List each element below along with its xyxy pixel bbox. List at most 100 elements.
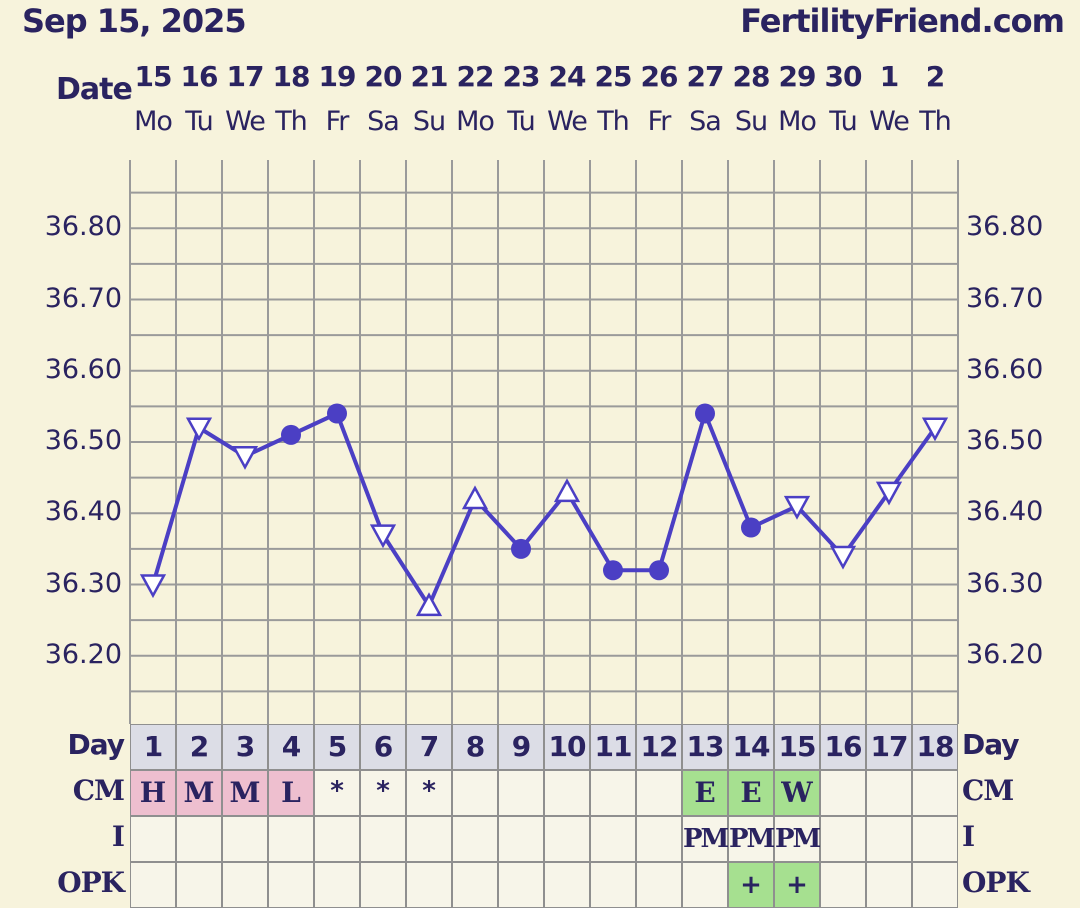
opk-cell[interactable]: + xyxy=(774,862,820,908)
weekday-label: Tu xyxy=(185,106,214,137)
opk-cell[interactable] xyxy=(222,862,268,908)
opk-cell[interactable] xyxy=(314,862,360,908)
cm-cell[interactable] xyxy=(590,770,636,816)
cm-cell[interactable]: M xyxy=(222,770,268,816)
cm-cell[interactable]: * xyxy=(314,770,360,816)
intercourse-cell[interactable] xyxy=(176,816,222,862)
day-cell[interactable]: 9 xyxy=(498,724,544,770)
y-tick-label-right: 36.70 xyxy=(966,282,1044,314)
y-tick-label-left: 36.70 xyxy=(44,282,122,314)
chart-date: Sep 15, 2025 xyxy=(22,2,247,40)
cm-cell[interactable]: L xyxy=(268,770,314,816)
day-cell[interactable]: 8 xyxy=(452,724,498,770)
weekday-label: Mo xyxy=(456,106,495,137)
opk-cell[interactable] xyxy=(590,862,636,908)
cm-cell[interactable] xyxy=(452,770,498,816)
date-number: 24 xyxy=(548,60,587,93)
intercourse-row-label-right: I xyxy=(962,820,975,853)
opk-cell[interactable] xyxy=(912,862,958,908)
intercourse-cell[interactable] xyxy=(268,816,314,862)
intercourse-cell[interactable] xyxy=(820,816,866,862)
opk-cell[interactable] xyxy=(176,862,222,908)
day-cell[interactable]: 2 xyxy=(176,724,222,770)
day-cell[interactable]: 11 xyxy=(590,724,636,770)
intercourse-cell[interactable] xyxy=(498,816,544,862)
date-number: 21 xyxy=(410,60,449,93)
day-cell[interactable]: 16 xyxy=(820,724,866,770)
temperature-point xyxy=(281,424,301,445)
opk-cell[interactable] xyxy=(636,862,682,908)
intercourse-cell[interactable] xyxy=(360,816,406,862)
intercourse-cell[interactable]: PM xyxy=(728,816,775,862)
intercourse-cell[interactable] xyxy=(590,816,636,862)
opk-cell[interactable] xyxy=(820,862,866,908)
opk-cell[interactable] xyxy=(544,862,590,908)
opk-cell[interactable] xyxy=(406,862,452,908)
cm-cell[interactable] xyxy=(544,770,590,816)
cm-cell[interactable]: E xyxy=(682,770,728,816)
day-cell[interactable]: 15 xyxy=(774,724,820,770)
date-number: 2 xyxy=(925,60,945,93)
cm-cell[interactable]: * xyxy=(406,770,452,816)
cm-cell[interactable]: H xyxy=(130,770,176,816)
opk-cell[interactable] xyxy=(498,862,544,908)
day-cell[interactable]: 12 xyxy=(636,724,682,770)
day-cell[interactable]: 5 xyxy=(314,724,360,770)
cm-cell[interactable]: E xyxy=(728,770,774,816)
intercourse-cell[interactable] xyxy=(130,816,176,862)
opk-cell[interactable] xyxy=(360,862,406,908)
cm-cell[interactable] xyxy=(866,770,912,816)
intercourse-cell[interactable]: PM xyxy=(682,816,729,862)
intercourse-cell[interactable] xyxy=(636,816,682,862)
day-cell[interactable]: 14 xyxy=(728,724,774,770)
temperature-point xyxy=(139,574,167,599)
weekday-label: Su xyxy=(734,106,768,137)
day-cell[interactable]: 4 xyxy=(268,724,314,770)
day-cell[interactable]: 13 xyxy=(682,724,728,770)
day-cell[interactable]: 1 xyxy=(130,724,176,770)
opk-row-label-right: OPK xyxy=(962,866,1030,899)
date-number: 23 xyxy=(502,60,541,93)
intercourse-cell[interactable] xyxy=(866,816,912,862)
day-cell[interactable]: 17 xyxy=(866,724,912,770)
cm-cell[interactable]: * xyxy=(360,770,406,816)
cm-cell[interactable]: M xyxy=(176,770,222,816)
cm-cell[interactable] xyxy=(912,770,958,816)
day-cell[interactable]: 7 xyxy=(406,724,452,770)
cm-row-label-left: CM xyxy=(72,774,125,807)
opk-cell[interactable] xyxy=(682,862,728,908)
intercourse-cell[interactable] xyxy=(314,816,360,862)
intercourse-cell[interactable] xyxy=(406,816,452,862)
opk-cell[interactable] xyxy=(866,862,912,908)
opk-cell[interactable] xyxy=(268,862,314,908)
weekday-label: Sa xyxy=(689,106,722,137)
day-cell[interactable]: 18 xyxy=(912,724,958,770)
intercourse-cell[interactable] xyxy=(222,816,268,862)
intercourse-cell[interactable] xyxy=(452,816,498,862)
y-tick-label-right: 36.20 xyxy=(966,638,1044,670)
cm-cell[interactable]: W xyxy=(774,770,820,816)
temperature-point xyxy=(231,446,259,470)
opk-cell[interactable]: + xyxy=(728,862,774,908)
y-tick-label-right: 36.40 xyxy=(966,496,1044,528)
opk-cell[interactable] xyxy=(452,862,498,908)
intercourse-cell[interactable] xyxy=(544,816,590,862)
temperature-point xyxy=(369,524,397,549)
date-number: 30 xyxy=(824,60,863,93)
cm-cell[interactable] xyxy=(498,770,544,816)
opk-cell[interactable] xyxy=(130,862,176,908)
day-row-label-right: Day xyxy=(962,728,1020,761)
cm-cell[interactable] xyxy=(820,770,866,816)
temperature-point xyxy=(875,481,903,506)
intercourse-cell[interactable]: PM xyxy=(774,816,821,862)
cm-cell[interactable] xyxy=(636,770,682,816)
day-cell[interactable]: 10 xyxy=(544,724,590,770)
weekday-label: We xyxy=(869,106,910,137)
y-tick-label-left: 36.60 xyxy=(44,353,122,385)
intercourse-cell[interactable] xyxy=(912,816,958,862)
date-number: 1 xyxy=(879,60,899,93)
day-cell[interactable]: 6 xyxy=(360,724,406,770)
temperature-point xyxy=(185,417,213,442)
day-cell[interactable]: 3 xyxy=(222,724,268,770)
